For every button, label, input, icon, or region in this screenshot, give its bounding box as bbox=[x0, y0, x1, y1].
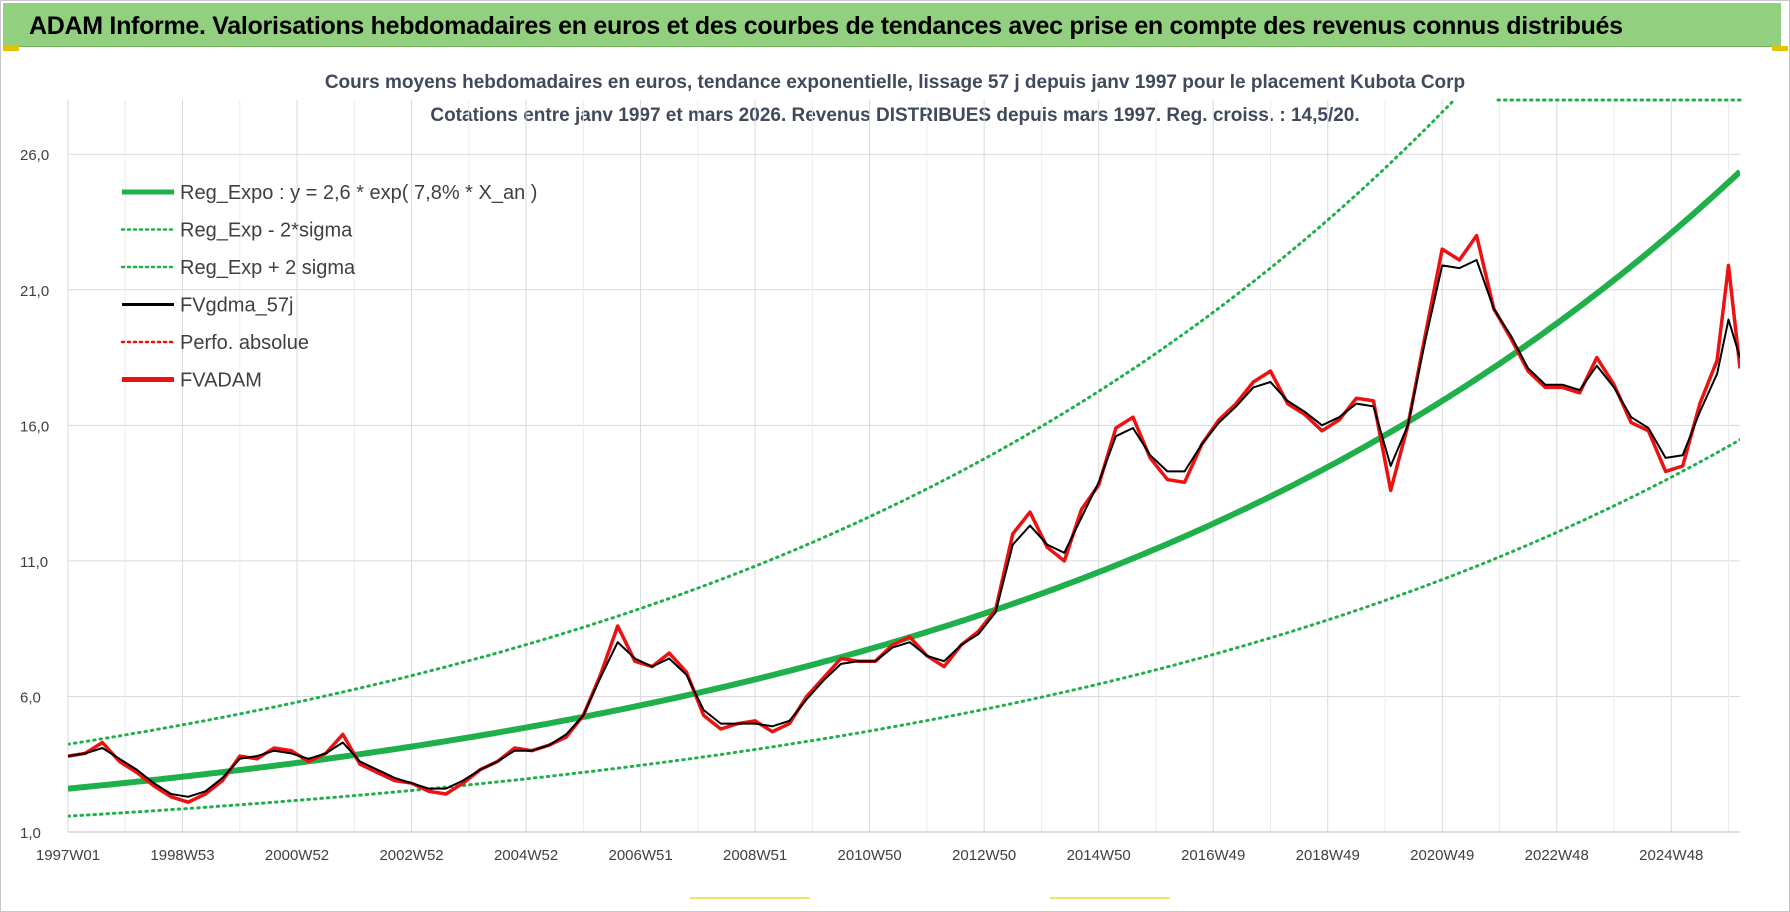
x-tick-label: 2012W50 bbox=[952, 847, 1016, 864]
x-tick-label: 1997W01 bbox=[36, 847, 100, 864]
x-tick-label: 2006W51 bbox=[608, 847, 672, 864]
x-tick-label: 2008W51 bbox=[723, 847, 787, 864]
series-fvadam bbox=[68, 233, 1740, 804]
legend-label: Reg_Exp + 2 sigma bbox=[180, 257, 356, 279]
series-reg-exp-minus-2sigma bbox=[68, 438, 1740, 818]
x-tick-label: 2022W48 bbox=[1525, 847, 1589, 864]
legend-label: Perfo. absolue bbox=[180, 332, 309, 354]
legend-label: Reg_Exp - 2*sigma bbox=[180, 220, 353, 242]
header-band: ADAM Informe. Valorisations hebdomadaire… bbox=[3, 3, 1781, 47]
x-tick-label: 2002W52 bbox=[379, 847, 443, 864]
legend-label: FVADAM bbox=[180, 370, 262, 392]
x-tick-label: 2010W50 bbox=[838, 847, 902, 864]
y-tick-label: 16,0 bbox=[20, 418, 49, 435]
y-tick-label: 21,0 bbox=[20, 283, 49, 300]
chart-title: Cours moyens hebdomadaires en euros, ten… bbox=[324, 72, 1466, 93]
bottom-mark-left bbox=[690, 897, 810, 899]
y-tick-label: 6,0 bbox=[20, 689, 41, 706]
y-tick-label: 1,0 bbox=[20, 825, 41, 842]
series-fvgdma-57j bbox=[68, 259, 1740, 798]
legend-label: FVgdma_57j bbox=[180, 295, 293, 317]
page-title: ADAM Informe. Valorisations hebdomadaire… bbox=[29, 12, 1623, 40]
x-tick-label: 1998W53 bbox=[150, 847, 214, 864]
corner-mark-right bbox=[1772, 46, 1788, 51]
x-tick-label: 2018W49 bbox=[1296, 847, 1360, 864]
x-tick-label: 2014W50 bbox=[1067, 847, 1131, 864]
y-tick-label: 11,0 bbox=[20, 554, 48, 571]
x-tick-label: 2000W52 bbox=[265, 847, 329, 864]
bottom-mark-right bbox=[1050, 897, 1170, 899]
x-tick-label: 2024W48 bbox=[1639, 847, 1703, 864]
x-tick-label: 2020W49 bbox=[1410, 847, 1474, 864]
corner-mark-left bbox=[3, 46, 19, 51]
x-tick-label: 2004W52 bbox=[494, 847, 558, 864]
x-tick-label: 2016W49 bbox=[1181, 847, 1245, 864]
chart-subtitle: Cotations entre janv 1997 et mars 2026. … bbox=[430, 105, 1360, 126]
y-tick-label: 26,0 bbox=[20, 147, 49, 164]
legend-label: Reg_Expo : y = 2,6 * exp( 7,8% * X_an ) bbox=[180, 182, 537, 204]
